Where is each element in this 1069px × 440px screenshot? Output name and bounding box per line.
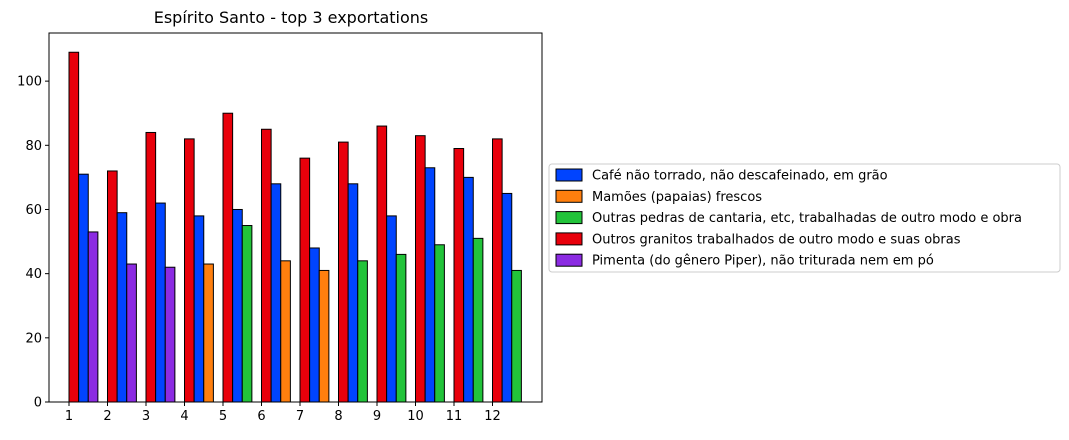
legend-label: Outros granitos trabalhados de outro mod… (592, 232, 961, 247)
bar-9-series-3 (395, 253, 407, 403)
bar-9-series-1 (386, 215, 397, 403)
y-tick-label: 60 (25, 203, 42, 218)
x-tick-label: 3 (142, 409, 150, 424)
bar-2-series-4 (107, 170, 118, 403)
x-tick-label: 1 (65, 409, 73, 424)
bar-10-series-4 (415, 135, 426, 403)
x-tick-label: 5 (219, 409, 227, 424)
bar-12-series-3 (511, 269, 522, 403)
bar-3-series-1 (155, 202, 166, 403)
bar-3-series-4 (145, 131, 157, 403)
bar-11-series-3 (472, 237, 484, 403)
bar-2-series-1 (116, 212, 128, 403)
bar-1-series-1 (78, 173, 89, 403)
bar-4-series-1 (193, 215, 205, 403)
bar-3-series-5 (164, 266, 176, 403)
legend-label: Café não torrado, não descafeinado, em g… (592, 169, 888, 184)
bars-layer (68, 51, 522, 403)
x-tick-label: 2 (103, 409, 111, 424)
legend: Café não torrado, não descafeinado, em g… (548, 163, 1061, 273)
bar-1-series-4 (68, 51, 80, 403)
x-tick-label: 10 (407, 409, 424, 424)
legend-label: Pimenta (do gênero Piper), não triturada… (592, 254, 934, 269)
bar-5-series-3 (241, 225, 253, 403)
bar-1-series-5 (87, 231, 99, 403)
legend-label: Mamões (papaias) frescos (592, 190, 762, 205)
x-tick-label: 9 (373, 409, 381, 424)
bar-4-series-4 (184, 138, 195, 403)
bar-8-series-1 (347, 183, 359, 403)
bar-7-series-2 (318, 269, 330, 403)
x-tick-label: 4 (180, 409, 188, 424)
bar-4-series-2 (203, 263, 214, 403)
bar-12-series-1 (501, 192, 513, 403)
x-tick-label: 8 (334, 409, 342, 424)
bar-6-series-2 (280, 260, 291, 403)
y-tick-label: 20 (25, 331, 42, 346)
bar-8-series-4 (338, 141, 349, 403)
plot-frame (48, 32, 543, 403)
legend-label: Outras pedras de cantaria, etc, trabalha… (592, 211, 1022, 226)
x-axis: 1 2 3 4 5 6 7 8 9 10 11 12 (65, 402, 501, 424)
bar-6-series-1 (270, 183, 282, 403)
y-tick-label: 0 (34, 396, 42, 411)
bar-8-series-3 (357, 260, 368, 403)
bar-9-series-4 (376, 125, 388, 403)
bar-12-series-4 (492, 138, 503, 403)
x-tick-label: 6 (257, 409, 265, 424)
y-tick-label: 100 (17, 75, 42, 90)
bar-2-series-5 (126, 263, 137, 403)
bar-6-series-4 (261, 128, 272, 403)
legend-swatch (555, 211, 583, 225)
legend-swatch (555, 168, 583, 182)
x-tick-label: 12 (484, 409, 501, 424)
y-tick-label: 40 (25, 267, 42, 282)
bar-10-series-3 (434, 244, 445, 403)
bar-5-series-1 (232, 208, 243, 403)
y-axis: 0 20 40 60 80 100 (17, 75, 49, 411)
legend-swatch (555, 189, 583, 203)
x-tick-label: 7 (296, 409, 304, 424)
bar-5-series-4 (222, 112, 234, 403)
bar-7-series-4 (299, 157, 311, 403)
legend-swatch (555, 232, 583, 246)
chart-title: Espírito Santo - top 3 exportations (154, 8, 429, 27)
bar-11-series-4 (453, 148, 465, 403)
legend-frame (548, 163, 1061, 273)
x-tick-label: 11 (446, 409, 463, 424)
bar-10-series-1 (424, 167, 436, 403)
legend-swatch (555, 253, 583, 267)
bar-11-series-1 (463, 176, 474, 403)
bar-7-series-1 (309, 247, 320, 403)
y-tick-label: 80 (25, 139, 42, 154)
